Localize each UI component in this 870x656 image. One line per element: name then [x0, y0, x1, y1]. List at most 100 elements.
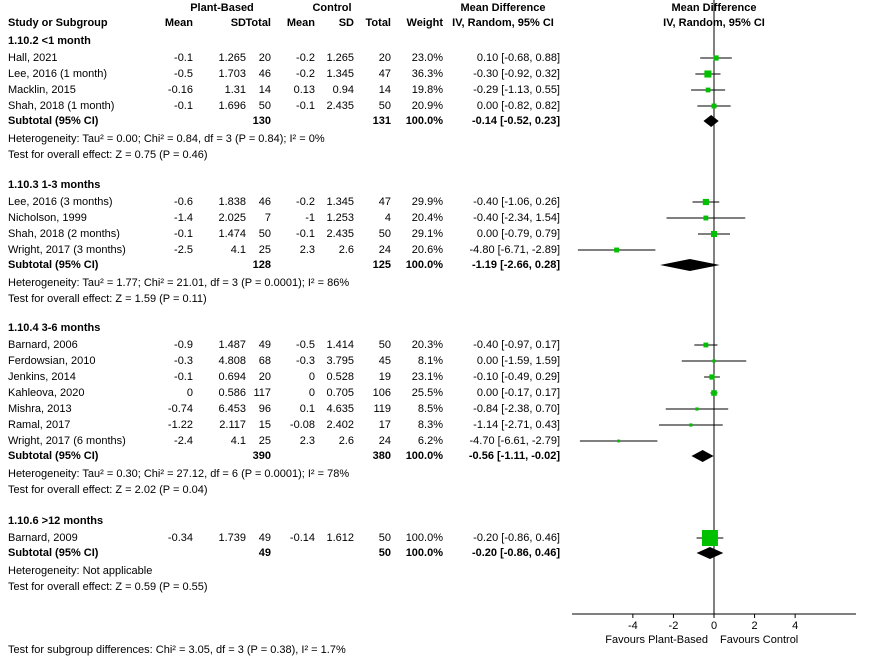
cell: -0.3 — [174, 355, 193, 367]
effect-box — [713, 55, 719, 61]
effect-box — [711, 390, 717, 396]
effect-box — [614, 247, 620, 253]
cell: Shah, 2018 (1 month) — [8, 100, 114, 112]
cell: 25 — [259, 435, 271, 447]
cell: 1.414 — [326, 339, 354, 351]
cell: Hall, 2021 — [8, 52, 58, 64]
effect-box — [712, 359, 716, 363]
subtotal-diamond — [691, 450, 714, 462]
cell: -0.08 — [290, 419, 315, 431]
cell: 100.0% — [406, 532, 444, 544]
header-column: SD — [339, 17, 354, 29]
cell: 4.635 — [326, 403, 354, 415]
cell: 36.3% — [412, 68, 443, 80]
cell: -0.1 — [296, 228, 315, 240]
cell: Lee, 2016 (1 month) — [8, 68, 107, 80]
effect-box — [711, 103, 717, 109]
cell: 96 — [259, 403, 271, 415]
overall-effect: Test for overall effect: Z = 2.02 (P = 0… — [8, 484, 208, 496]
cell: 50 — [379, 228, 391, 240]
cell: 20.4% — [412, 212, 443, 224]
cell: -0.40 [-2.34, 1.54] — [473, 212, 560, 224]
cell: 1.703 — [218, 68, 246, 80]
heterogeneity: Heterogeneity: Not applicable — [8, 565, 152, 577]
cell: -0.30 [-0.92, 0.32] — [473, 68, 560, 80]
cell: Ferdowsian, 2010 — [8, 355, 95, 367]
effect-box — [689, 423, 693, 427]
header-column: Weight — [407, 17, 444, 29]
header-group: Control — [312, 2, 351, 14]
cell: 0.00 [-1.59, 1.59] — [477, 355, 560, 367]
cell: 19.8% — [412, 84, 443, 96]
cell: -0.16 — [168, 84, 193, 96]
cell: 23.1% — [412, 371, 443, 383]
subtotal-cell: 130 — [253, 115, 271, 127]
cell: 68 — [259, 355, 271, 367]
cell: 46 — [259, 196, 271, 208]
cell: -1 — [305, 212, 315, 224]
cell: -0.14 — [290, 532, 315, 544]
cell: 50 — [259, 228, 271, 240]
cell: -4.80 [-6.71, -2.89] — [470, 244, 561, 256]
cell: 0.00 [-0.79, 0.79] — [477, 228, 560, 240]
cell: -0.6 — [174, 196, 193, 208]
subtotal-cell: 49 — [259, 547, 271, 559]
x-tick-label: 4 — [792, 620, 798, 632]
header-group: Plant-Based — [190, 2, 254, 14]
cell: -0.5 — [174, 68, 193, 80]
header-column: Study or Subgroup — [8, 17, 108, 29]
cell: Wright, 2017 (6 months) — [8, 435, 126, 447]
cell: -2.5 — [174, 244, 193, 256]
cell: -1.22 — [168, 419, 193, 431]
cell: -0.40 [-1.06, 0.26] — [473, 196, 560, 208]
overall-effect: Test for overall effect: Z = 1.59 (P = 0… — [8, 293, 207, 305]
subgroup-title: 1.10.6 >12 months — [8, 515, 103, 527]
cell: 0.00 [-0.17, 0.17] — [477, 387, 560, 399]
cell: 4.1 — [231, 244, 246, 256]
subtotal-cell: 100.0% — [406, 259, 444, 271]
cell: 20.9% — [412, 100, 443, 112]
cell: 23.0% — [412, 52, 443, 64]
cell: 4.808 — [218, 355, 246, 367]
cell: 25 — [259, 244, 271, 256]
cell: 17 — [379, 419, 391, 431]
cell: 46 — [259, 68, 271, 80]
subgroup-title: 1.10.3 1-3 months — [8, 179, 100, 191]
overall-effect: Test for overall effect: Z = 0.75 (P = 0… — [8, 149, 208, 161]
cell: 8.5% — [418, 403, 443, 415]
cell: -0.1 — [174, 52, 193, 64]
cell: Mishra, 2013 — [8, 403, 72, 415]
subtotal-cell: -1.19 [-2.66, 0.28] — [472, 259, 560, 271]
cell: 1.345 — [326, 196, 354, 208]
cell: 19 — [379, 371, 391, 383]
cell: -1.14 [-2.71, 0.43] — [473, 419, 560, 431]
cell: 0.528 — [326, 371, 354, 383]
header-group: Mean Difference — [461, 2, 546, 14]
effect-box — [702, 198, 709, 206]
header-column: SD — [231, 17, 246, 29]
header-column: IV, Random, 95% CI — [452, 17, 554, 29]
cell: 106 — [373, 387, 391, 399]
x-tick-label: 0 — [711, 620, 717, 632]
effect-box — [617, 439, 621, 443]
cell: 14 — [259, 84, 271, 96]
subtotal-cell: 100.0% — [406, 547, 444, 559]
effect-box — [701, 530, 718, 546]
effect-box — [705, 87, 711, 93]
subgroup-title: 1.10.2 <1 month — [8, 35, 91, 47]
header-column: Mean — [165, 17, 193, 29]
cell: 2.025 — [218, 212, 246, 224]
subtotal-cell: -0.14 [-0.52, 0.23] — [472, 115, 560, 127]
cell: 0.10 [-0.68, 0.88] — [477, 52, 560, 64]
heterogeneity: Heterogeneity: Tau² = 0.00; Chi² = 0.84,… — [8, 133, 325, 145]
cell: 7 — [265, 212, 271, 224]
cell: 24 — [379, 435, 391, 447]
subtotal-cell: 131 — [373, 115, 391, 127]
cell: 8.3% — [418, 419, 443, 431]
cell: 117 — [253, 387, 271, 399]
cell: Barnard, 2009 — [8, 532, 78, 544]
cell: -1.4 — [174, 212, 193, 224]
cell: 6.453 — [218, 403, 246, 415]
cell: -0.34 — [168, 532, 193, 544]
subtotal-diamond — [660, 259, 720, 271]
